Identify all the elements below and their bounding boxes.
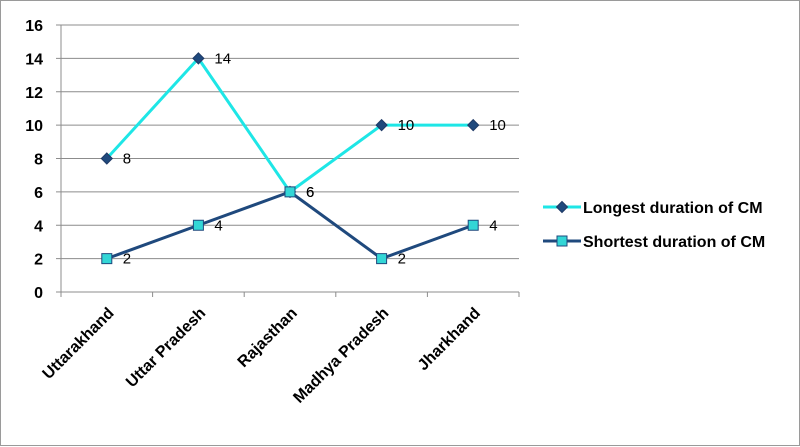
- y-tick-label: 6: [34, 185, 43, 202]
- legend-item: Shortest duration of CM: [543, 234, 765, 251]
- x-tick-label: Rajasthan: [235, 305, 301, 371]
- data-label: 6: [306, 184, 314, 201]
- legend-label: Shortest duration of CM: [583, 234, 765, 251]
- data-point: [466, 118, 480, 132]
- data-label: 2: [123, 251, 131, 268]
- legend-label: Longest duration of CM: [583, 200, 763, 217]
- data-label: 6: [306, 184, 314, 201]
- y-tick-label: 12: [25, 85, 43, 102]
- data-label: 2: [398, 251, 406, 268]
- y-tick-label: 0: [34, 285, 43, 302]
- axes: [56, 24, 520, 297]
- y-tick-label: 8: [34, 152, 43, 169]
- data-point: [467, 219, 479, 231]
- series: 8 14 6 10 10 2 4 6 2 4: [100, 50, 506, 268]
- series-2: 2 4 6 2 4: [101, 184, 498, 268]
- legend-swatch-marker: [556, 235, 568, 247]
- y-tick-label: 10: [25, 118, 43, 135]
- data-point: [101, 253, 113, 265]
- x-tick-label: Uttar Pradesh: [123, 305, 209, 391]
- x-tick-label: Uttarakhand: [40, 305, 118, 383]
- data-point: [192, 219, 204, 231]
- data-label: 14: [214, 50, 231, 67]
- data-point: [376, 253, 388, 265]
- data-point: [100, 152, 114, 165]
- data-label: 8: [123, 151, 131, 168]
- legend-swatch-marker: [555, 200, 569, 214]
- y-tick-label: 2: [34, 252, 43, 269]
- legend-item: Longest duration of CM: [543, 200, 763, 217]
- legend: Longest duration of CM Shortest duration …: [543, 200, 765, 251]
- data-label: 4: [214, 217, 222, 234]
- data-point: [192, 52, 205, 65]
- data-label: 10: [489, 117, 506, 134]
- x-tick-label: Madhya Pradesh: [290, 305, 392, 407]
- y-tick-label: 4: [34, 218, 43, 235]
- data-point: [284, 186, 296, 198]
- y-tick-label: 14: [25, 51, 43, 68]
- y-tick-label: 16: [25, 18, 43, 35]
- x-tick-labels: Uttarakhand Uttar Pradesh RajasthanMadhya …: [40, 305, 484, 407]
- x-tick-label: Jharkhand: [415, 305, 484, 374]
- data-label: 4: [489, 217, 497, 234]
- gridlines: [61, 24, 519, 260]
- y-tick-labels: 0 2 4 6 8 10 12 14 16: [25, 18, 43, 302]
- data-label: 10: [398, 117, 415, 134]
- data-point: [375, 118, 388, 132]
